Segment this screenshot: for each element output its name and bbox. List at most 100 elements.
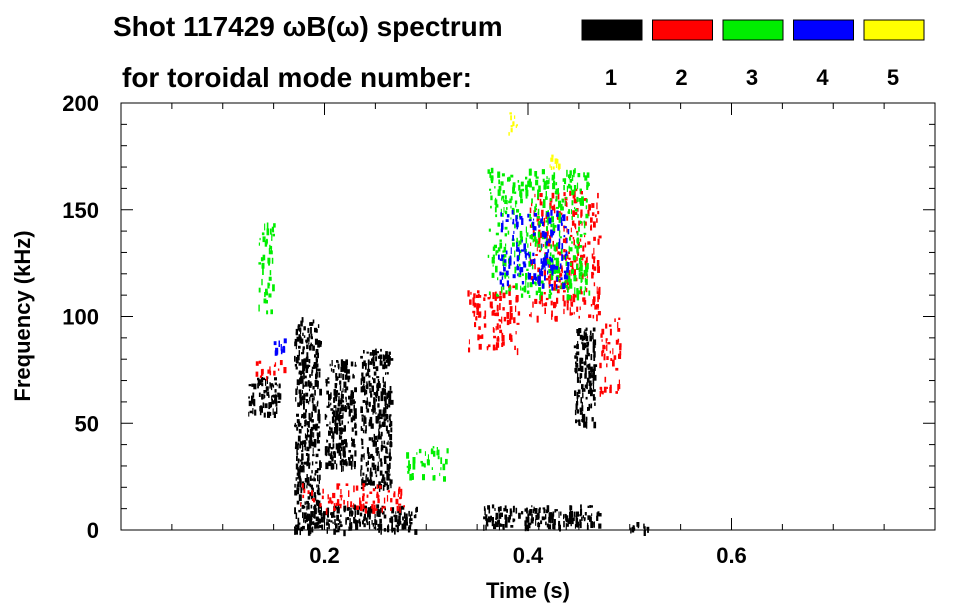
point-n3-c2-96 [504, 210, 508, 215]
point-n2-c3-217 [551, 310, 553, 317]
point-n4-c1-56 [566, 262, 570, 267]
point-n1-c5-172 [563, 520, 565, 528]
point-n1-c1-185 [308, 400, 310, 405]
point-n1-c4-152 [350, 523, 352, 531]
point-n1-c1-93 [318, 371, 321, 378]
point-n4-c1-96 [506, 214, 510, 218]
point-n3-c1-14 [446, 448, 449, 454]
point-n2-c3-221 [562, 295, 565, 302]
point-n1-c4-98 [297, 517, 300, 523]
point-n4-c1-112 [544, 232, 547, 236]
point-n2-c3-273 [582, 297, 586, 302]
point-n4-c1-87 [516, 226, 518, 230]
point-n1-c2-231 [329, 454, 333, 460]
point-n1-c1-246 [305, 409, 307, 413]
point-n3-c2-374 [581, 196, 584, 204]
point-n1-c1-165 [298, 458, 300, 462]
point-n1-c6-95 [585, 334, 588, 339]
point-n2-c3-243 [587, 209, 590, 217]
point-n2-c1-43 [356, 505, 359, 510]
point-n3-c0-22 [261, 262, 265, 269]
point-n2-c4-33 [603, 386, 607, 393]
point-n1-c3-86 [361, 438, 364, 446]
point-n1-c2-163 [342, 459, 345, 466]
point-n3-c2-303 [520, 236, 523, 242]
point-n1-c4-184 [349, 523, 352, 527]
point-n3-c2-239 [490, 195, 493, 201]
point-n1-c5-34 [545, 514, 547, 519]
point-n2-c3-58 [553, 301, 556, 309]
point-n2-c3-1 [591, 253, 594, 259]
point-n3-c2-230 [564, 178, 567, 185]
point-n1-c1-92 [308, 481, 310, 487]
point-n1-c1-289 [295, 463, 299, 470]
point-n1-c4-15 [375, 520, 378, 525]
point-n4-c1-127 [544, 275, 546, 281]
point-n2-c4-47 [599, 362, 602, 369]
point-n1-c2-23 [330, 427, 333, 434]
point-n3-c2-71 [515, 201, 517, 208]
point-n1-c2-7 [347, 376, 350, 383]
point-n3-c2-128 [537, 189, 540, 196]
point-n1-c1-297 [314, 404, 316, 407]
point-n1-c4-114 [409, 514, 412, 520]
point-n1-c2-153 [331, 416, 334, 424]
point-n1-c3-263 [362, 385, 364, 391]
point-n1-c1-3 [311, 366, 315, 369]
point-n1-c2-228 [345, 406, 347, 411]
point-n2-c3-180 [598, 287, 600, 294]
point-n4-c1-123 [551, 283, 554, 291]
point-n1-c3-236 [375, 366, 379, 372]
point-n1-c5-89 [494, 521, 497, 526]
point-n1-c2-82 [338, 427, 342, 431]
point-n3-c2-254 [583, 172, 585, 178]
point-n3-c2-146 [527, 282, 529, 288]
point-n1-c1-163 [297, 481, 300, 488]
point-n1-c1-323 [296, 336, 300, 342]
point-n1-c2-221 [332, 451, 335, 455]
point-n1-c2-97 [353, 404, 355, 411]
point-n1-c2-187 [353, 408, 357, 415]
point-n3-c2-216 [576, 288, 579, 295]
point-n4-c1-114 [537, 281, 540, 284]
point-n3-c2-296 [549, 198, 552, 202]
point-n1-c6-30 [592, 333, 594, 340]
point-n1-c2-223 [344, 366, 348, 373]
point-n1-c5-6 [540, 520, 543, 525]
point-n3-c2-241 [544, 196, 548, 200]
point-n2-c2-99 [468, 347, 471, 353]
point-n1-c3-288 [372, 440, 376, 447]
point-n2-c3-236 [559, 271, 561, 278]
point-n1-c1-338 [301, 359, 305, 366]
point-n2-c1-15 [381, 506, 383, 513]
point-n1-c2-41 [351, 399, 355, 405]
point-n1-c1-320 [294, 338, 298, 342]
point-n3-c2-120 [529, 282, 533, 288]
point-n1-c6-67 [586, 422, 588, 429]
point-n3-c2-306 [578, 198, 582, 202]
point-n2-c1-66 [362, 495, 365, 502]
point-n3-c2-149 [580, 257, 583, 260]
point-n3-c2-192 [522, 273, 524, 276]
point-n4-c1-109 [551, 267, 554, 274]
point-n1-c5-165 [515, 507, 518, 514]
point-n3-c2-38 [514, 266, 517, 274]
point-n1-c4-69 [370, 506, 374, 513]
point-n1-c0-0 [248, 396, 250, 399]
point-n5-c0-5 [514, 115, 516, 119]
point-n4-c1-152 [541, 265, 544, 270]
point-n4-c1-155 [541, 221, 544, 226]
point-n3-c2-342 [537, 244, 540, 248]
point-n3-c0-39 [271, 238, 273, 241]
point-n3-c2-240 [574, 244, 577, 249]
point-n1-c4-162 [404, 517, 408, 524]
point-n1-c2-188 [343, 381, 347, 388]
point-n1-c6-139 [579, 365, 583, 369]
point-n3-c2-379 [560, 203, 563, 211]
point-n3-c2-202 [569, 179, 573, 183]
point-n1-c4-158 [328, 519, 331, 522]
point-n1-c3-56 [367, 359, 370, 366]
point-n3-c2-328 [505, 290, 508, 295]
point-n2-c2-39 [478, 326, 481, 330]
point-n3-c2-201 [560, 248, 563, 254]
